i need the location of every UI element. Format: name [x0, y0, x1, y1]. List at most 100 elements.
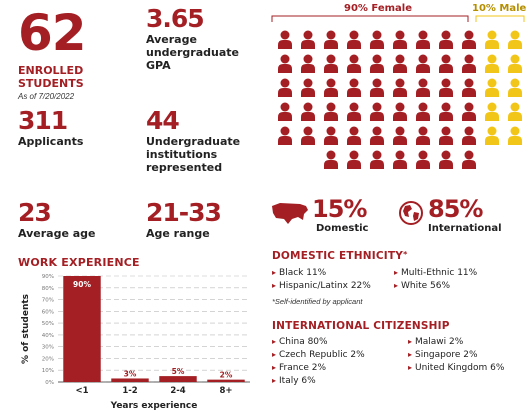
male-person-icon [508, 54, 522, 73]
female-person-icon [439, 78, 453, 97]
male-person-icon [485, 126, 499, 145]
list-item: Italy 6% [272, 374, 365, 387]
y-tick-label: 10% [42, 368, 54, 374]
domestic-ethnicity-title: DOMESTIC ETHNICITY* [272, 250, 407, 262]
list-item: Hispanic/Latinx 22% [272, 279, 371, 292]
male-person-icon [508, 78, 522, 97]
bar [111, 378, 149, 382]
female-person-icon [370, 126, 384, 145]
citizenship-col2: Malawi 2% Singapore 2% United Kingdom 6% [408, 335, 504, 374]
enrolled-stat: 62 ENROLLED STUDENTS As of 7/20/2022 [18, 4, 87, 101]
female-person-icon [416, 54, 430, 73]
female-person-icon [462, 30, 476, 49]
age-range-value: 21-33 [146, 198, 222, 227]
female-person-icon [439, 126, 453, 145]
female-person-icon [439, 30, 453, 49]
y-tick-label: 40% [42, 333, 54, 339]
female-person-icon [301, 30, 315, 49]
domestic-value: 15% [312, 195, 367, 223]
institutions-stat: 44 Undergraduate institutions represente… [146, 108, 240, 174]
female-person-icon [370, 102, 384, 121]
female-person-icon [278, 126, 292, 145]
female-person-icon [278, 78, 292, 97]
bar [63, 276, 101, 382]
female-person-icon [278, 30, 292, 49]
domestic-ethnicity-title-mark: * [403, 250, 408, 259]
citizenship-col1: China 80% Czech Republic 2% France 2% It… [272, 335, 365, 387]
male-label: 10% Male [470, 3, 529, 14]
list-item: Malawi 2% [408, 335, 504, 348]
list-item: China 80% [272, 335, 365, 348]
female-person-icon [462, 102, 476, 121]
age-range-stat: 21-33 Age range [146, 198, 222, 240]
female-person-icon [416, 126, 430, 145]
gender-pictogram [278, 30, 522, 169]
international-label: International [428, 223, 502, 234]
female-person-icon [439, 102, 453, 121]
y-tick-label: 30% [42, 345, 54, 351]
female-person-icon [301, 126, 315, 145]
list-item: White 56% [394, 279, 477, 292]
male-person-icon [485, 30, 499, 49]
list-item: Black 11% [272, 266, 371, 279]
applicants-value: 311 [18, 106, 68, 135]
enrolled-value: 62 [18, 4, 87, 62]
female-person-icon [439, 150, 453, 169]
list-item: Czech Republic 2% [272, 348, 365, 361]
female-person-icon [324, 102, 338, 121]
work-experience-chart: 0% 10% 20% 30% 40% 50% 60% 70% 80% 90% 90% <1 3% 1-2 5… [21, 274, 250, 411]
male-person-icon [508, 30, 522, 49]
y-tick-label: 0% [45, 380, 54, 386]
female-person-icon [393, 54, 407, 73]
female-person-icon [416, 30, 430, 49]
female-person-icon [462, 150, 476, 169]
domestic-ethnicity-col1: Black 11% Hispanic/Latinx 22% [272, 266, 371, 292]
list-item: Singapore 2% [408, 348, 504, 361]
institutions-label: Undergraduate institutions represented [146, 135, 241, 174]
female-person-icon [393, 126, 407, 145]
female-person-icon [324, 30, 338, 49]
list-item: France 2% [272, 361, 365, 374]
list-item: Multi-Ethnic 11% [394, 266, 477, 279]
usa-map-icon [272, 203, 308, 224]
male-person-icon [485, 54, 499, 73]
age-label: Average age [18, 227, 96, 240]
female-person-icon [439, 54, 453, 73]
female-person-icon [462, 126, 476, 145]
female-person-icon [301, 78, 315, 97]
female-person-icon [393, 30, 407, 49]
x-tick-label: <1 [75, 386, 88, 396]
male-person-icon [485, 78, 499, 97]
female-person-icon [393, 78, 407, 97]
male-person-icon [485, 102, 499, 121]
female-person-icon [416, 150, 430, 169]
y-tick-label: 50% [42, 321, 54, 327]
female-person-icon [347, 102, 361, 121]
y-tick-label: 20% [42, 356, 54, 362]
institutions-value: 44 [146, 106, 180, 135]
x-tick-label: 2-4 [170, 386, 185, 396]
y-tick-label: 90% [42, 274, 54, 280]
x-axis-title: Years experience [110, 401, 198, 411]
age-range-label: Age range [146, 227, 210, 240]
y-tick-label: 80% [42, 286, 54, 292]
female-person-icon [278, 54, 292, 73]
enrolled-note: As of 7/20/2022 [18, 92, 75, 101]
globe-icon [399, 201, 423, 225]
female-person-icon [462, 54, 476, 73]
female-person-icon [347, 30, 361, 49]
female-person-icon [347, 78, 361, 97]
female-person-icon [347, 150, 361, 169]
age-value: 23 [18, 198, 52, 227]
bar-value-label: 2% [220, 371, 233, 380]
work-experience-title: WORK EXPERIENCE [18, 256, 140, 269]
male-person-icon [508, 126, 522, 145]
international-value: 85% [428, 195, 483, 223]
female-person-icon [462, 78, 476, 97]
female-label: 90% Female [340, 3, 417, 14]
female-person-icon [370, 30, 384, 49]
applicants-label: Applicants [18, 135, 84, 148]
female-person-icon [324, 150, 338, 169]
gpa-label: Average undergraduate GPA [146, 33, 239, 72]
domestic-ethnicity-title-text: DOMESTIC ETHNICITY [272, 250, 404, 262]
